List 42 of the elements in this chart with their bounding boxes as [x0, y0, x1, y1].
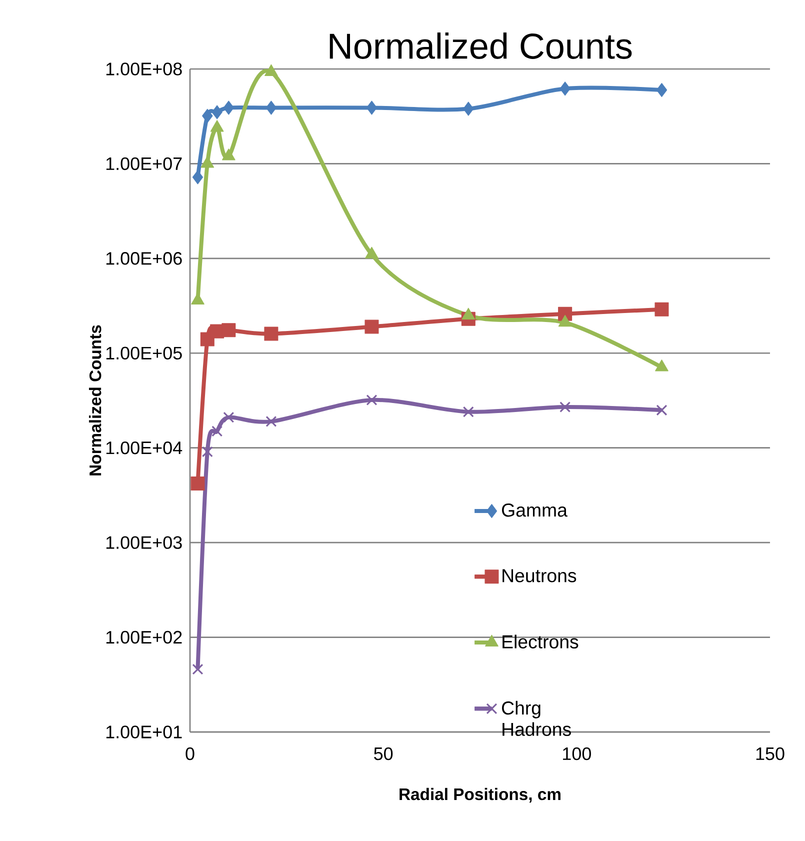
y-tick-label: 1.00E+08 — [106, 62, 182, 76]
x-axis-title: Radial Positions, cm — [400, 788, 560, 803]
point — [223, 412, 234, 423]
x-tick-label: 150 — [756, 747, 784, 760]
y-tick-label: 1.00E+03 — [106, 536, 182, 549]
point — [364, 320, 379, 334]
point — [212, 105, 222, 120]
point — [222, 323, 236, 338]
point — [264, 326, 278, 341]
y-tick-label: 1.00E+02 — [106, 630, 182, 644]
point — [656, 404, 668, 416]
point — [560, 82, 570, 96]
y-tick-label: 1.00E+07 — [106, 157, 182, 170]
legend-label: Gamma — [502, 504, 568, 517]
point — [266, 416, 277, 427]
point — [462, 406, 474, 418]
point — [656, 83, 668, 98]
y-axis-title: Normalized Counts — [88, 325, 102, 476]
y-tick-label: 1.00E+05 — [106, 346, 182, 360]
point — [202, 446, 213, 458]
x-tick-label: 0 — [186, 747, 194, 760]
y-tick-label: 1.00E+04 — [106, 441, 182, 454]
y-tick-label: 1.00E+01 — [106, 726, 182, 738]
x-tick-label: 100 — [563, 747, 591, 760]
point — [223, 100, 234, 115]
point — [212, 426, 223, 437]
point — [560, 401, 571, 413]
legend-label: Neutrons — [502, 569, 576, 582]
chart-title: Normalized Counts — [330, 32, 632, 59]
point — [192, 664, 204, 675]
point — [266, 100, 277, 115]
y-tick-label: 1.00E+06 — [106, 252, 182, 265]
point — [190, 476, 205, 491]
point — [366, 100, 378, 115]
legend-label: Electrons — [502, 634, 578, 648]
point — [202, 108, 213, 123]
point — [654, 302, 669, 316]
point — [192, 170, 204, 184]
point — [366, 394, 378, 406]
legend-label: Chrg Hadrons — [502, 700, 571, 736]
x-tick-label: 50 — [374, 747, 393, 760]
point — [463, 102, 474, 116]
